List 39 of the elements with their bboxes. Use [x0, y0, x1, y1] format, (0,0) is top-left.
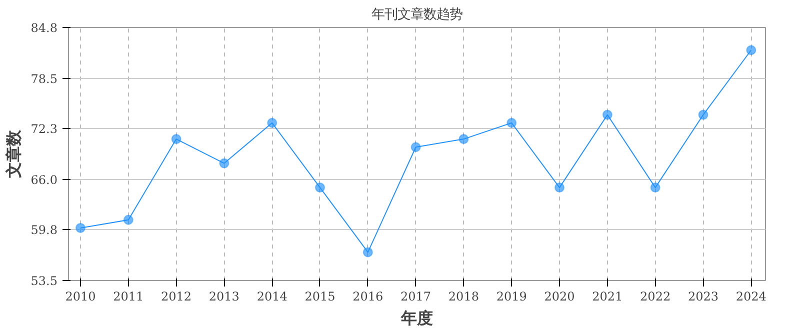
x-tick-label: 2016 — [352, 290, 384, 304]
point — [506, 118, 517, 128]
point — [123, 214, 134, 225]
point — [314, 182, 325, 193]
point — [219, 158, 230, 168]
y-tick-label: 66.0 — [30, 172, 58, 187]
point — [171, 134, 182, 144]
x-tick-label: 2021 — [592, 290, 623, 304]
y-tick-label: 72.3 — [30, 122, 58, 136]
x-tick-label: 2020 — [544, 290, 575, 304]
y-tick-label: 78.5 — [30, 72, 58, 86]
x-tick-label: 2011 — [113, 290, 144, 304]
x-tick-label: 2017 — [400, 290, 432, 304]
x-tick-label: 2012 — [161, 290, 192, 304]
y-tick-label: 59.8 — [30, 223, 58, 238]
x-tick-label: 2024 — [736, 290, 767, 304]
point — [602, 110, 612, 120]
y-tick-label: 53.5 — [30, 274, 58, 288]
point — [410, 142, 421, 152]
x-tick-label: 2010 — [65, 290, 96, 304]
chart-title: 年刊文章数趋势 — [372, 8, 462, 22]
x-tick-label: 2022 — [640, 290, 671, 304]
y-axis-title: 文章数 — [4, 129, 23, 179]
point — [362, 247, 373, 258]
point — [698, 110, 708, 120]
x-tick-label: 2019 — [496, 290, 527, 304]
point — [267, 118, 278, 128]
x-tick-label: 2023 — [688, 290, 718, 304]
x-tick-label: 2018 — [448, 290, 479, 304]
x-tick-label: 2015 — [304, 290, 336, 304]
x-tick-label: 2013 — [208, 290, 240, 304]
y-tick-label: 84.8 — [30, 21, 58, 35]
point — [746, 45, 756, 56]
point — [554, 182, 565, 193]
x-axis-title: 年度 — [400, 308, 433, 328]
point — [75, 222, 86, 233]
x-tick-label: 2014 — [256, 290, 288, 304]
point — [458, 134, 469, 144]
point — [650, 182, 660, 193]
